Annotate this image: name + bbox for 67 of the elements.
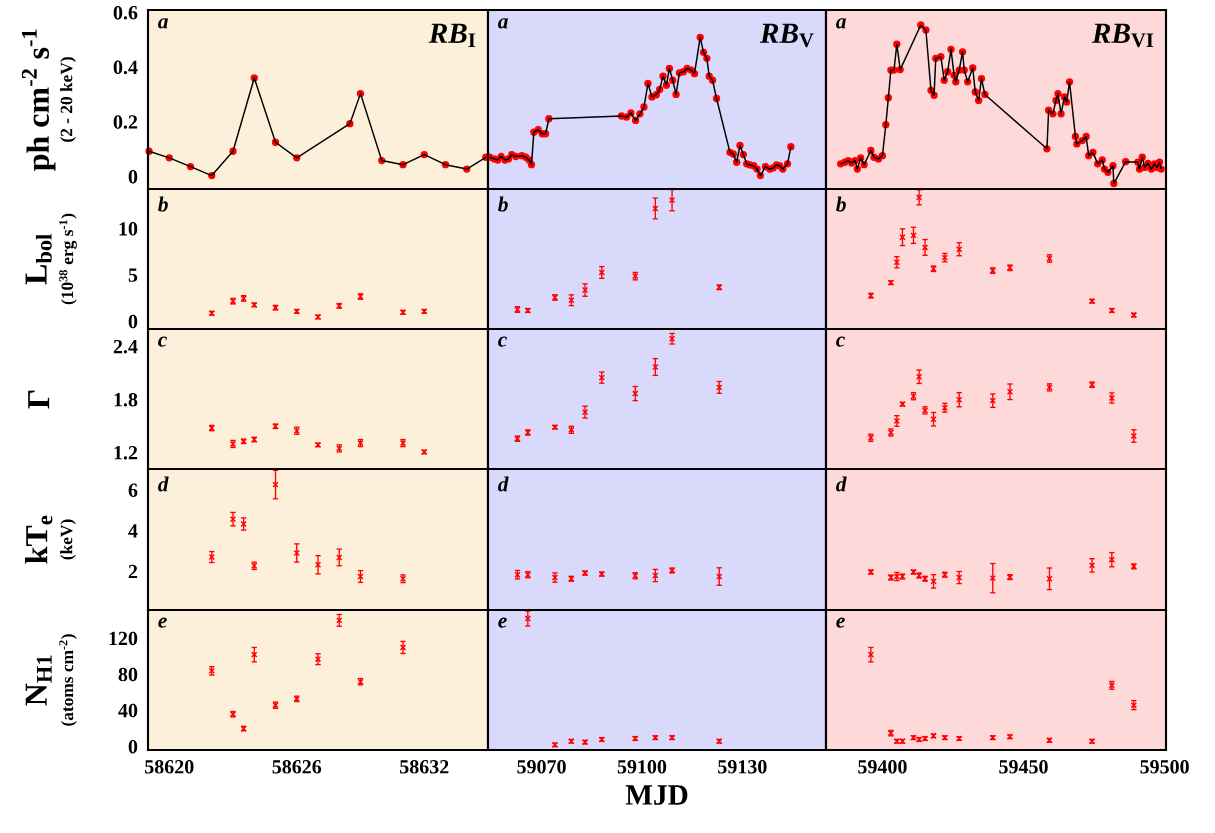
annotation: a: [836, 18, 846, 29]
y-axis-title: L$_{bol}$: [25, 234, 52, 285]
y-axis-title: Γ: [28, 390, 50, 409]
annotation: b: [158, 196, 168, 212]
point: [1088, 562, 1096, 569]
point: [930, 578, 937, 585]
point: [989, 397, 996, 404]
annotation: c: [498, 336, 507, 347]
annotation: e: [836, 617, 845, 628]
y-tick-label: 0.4: [113, 60, 138, 75]
point: [955, 574, 963, 581]
y-tick-label: 1.2: [114, 446, 138, 460]
annotation: d: [836, 476, 847, 492]
annotation: e: [498, 617, 507, 628]
y-tick-label: 4: [128, 524, 138, 538]
y-axis-title: N$_{H1}$: [25, 655, 52, 706]
x-tick-label: 58620: [145, 760, 194, 774]
y-tick-label: 6: [128, 483, 138, 498]
x-tick-label: 58626: [272, 760, 322, 774]
point: [1130, 432, 1138, 440]
text: (atoms cm$^{-2}$): [59, 634, 77, 726]
text: (10$^{38}$ erg s$^{-1}$): [59, 213, 77, 305]
x-tick-label: 59400: [858, 760, 907, 774]
x-tick-label: 59450: [999, 760, 1048, 774]
chart-title: RB$_{V}$: [759, 23, 814, 48]
text: (2 - 20 keV): [60, 57, 76, 142]
x-axis-title: MJD: [625, 785, 688, 805]
point: [915, 373, 923, 380]
annotation: a: [158, 18, 168, 29]
y-tick-label: 0: [128, 739, 138, 754]
x-tick-label: 59500: [1140, 760, 1189, 774]
annotation: d: [158, 476, 169, 492]
y-tick-label: 40: [118, 703, 138, 718]
annotation: b: [836, 196, 846, 212]
chart-title: RB$_{I}$: [428, 23, 476, 48]
y-tick-label: 0.2: [113, 115, 138, 129]
annotation: a: [498, 18, 508, 29]
annotation: c: [836, 336, 845, 347]
point: [399, 644, 407, 651]
annotation: d: [498, 476, 509, 492]
annotation: b: [498, 196, 508, 212]
y-tick-label: 0: [128, 314, 138, 329]
y-tick-label: 2.4: [113, 339, 138, 354]
y-tick-label: 10: [119, 222, 138, 236]
y-tick-label: 120: [109, 631, 138, 646]
y-tick-label: 0: [128, 169, 138, 184]
x-tick-label: 59100: [617, 760, 667, 774]
chart-title: RB$_{VI}$: [1091, 23, 1154, 48]
y-tick-label: 5: [128, 268, 138, 282]
y-axis-title: ph cm$^{-2}$ s$^{-1}$: [21, 29, 56, 171]
x-tick-label: 58632: [400, 760, 449, 774]
x-tick-label: 59070: [517, 760, 566, 774]
y-tick-label: 80: [118, 667, 138, 682]
y-tick-label: 1.8: [114, 392, 138, 407]
point: [930, 416, 937, 423]
annotation: e: [158, 617, 167, 628]
point: [357, 573, 364, 580]
x-tick-label: 59130: [718, 760, 767, 774]
y-tick-label: 0.6: [113, 5, 138, 20]
y-axis-title: kT$_{e}$: [24, 515, 53, 564]
point: [652, 205, 659, 212]
annotation: c: [158, 336, 167, 347]
text: (keV): [60, 519, 76, 560]
point: [229, 515, 237, 523]
y-tick-label: 2: [128, 564, 138, 579]
point: [652, 572, 659, 579]
point: [336, 554, 343, 561]
